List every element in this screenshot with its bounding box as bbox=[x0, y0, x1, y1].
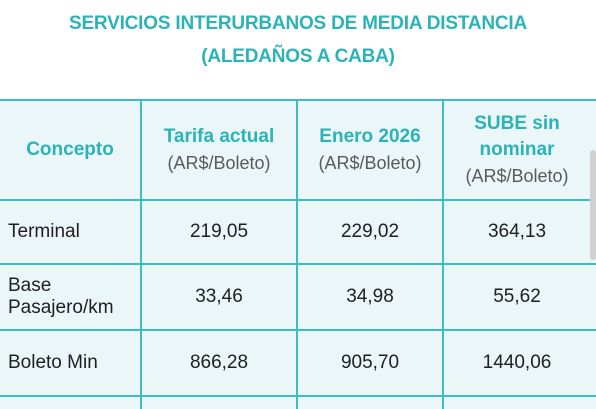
grid-line bbox=[140, 99, 142, 409]
table-cell-value: 866,28 bbox=[189, 352, 249, 373]
header-column-sube-sin-nominar: SUBE sin nominar (AR$/Boleto) bbox=[444, 101, 590, 199]
header-column-unit: (AR$/Boleto) bbox=[318, 153, 422, 173]
grid-line bbox=[0, 263, 596, 265]
header-column-enero-2026: Enero 2026 (AR$/Boleto) bbox=[298, 101, 442, 199]
header-column-title: Tarifa actual bbox=[163, 126, 275, 147]
table-cell-value: 219,05 bbox=[189, 221, 249, 242]
grid-line bbox=[0, 395, 596, 397]
header-concept-cell: Concepto bbox=[0, 101, 140, 199]
grid-line bbox=[296, 99, 298, 409]
row-concept-cell: Base Pasajero/km bbox=[8, 275, 114, 318]
table-cell-value: 1440,06 bbox=[482, 352, 552, 373]
row-concept-cell: Terminal bbox=[8, 221, 80, 242]
header-column-unit: (AR$/Boleto) bbox=[167, 153, 271, 173]
fares-table: Concepto Tarifa actual (AR$/Boleto) Ener… bbox=[0, 99, 596, 409]
grid-line bbox=[442, 99, 444, 409]
table-cell-value: 905,70 bbox=[340, 352, 400, 373]
table-cell-value: 33,46 bbox=[195, 286, 243, 307]
table-cell-value: 364,13 bbox=[487, 221, 547, 242]
table-subtitle: (ALEDAÑOS A CABA) bbox=[201, 46, 395, 67]
scrollbar[interactable] bbox=[590, 150, 596, 260]
header-column-title: SUBE sin nominar bbox=[474, 113, 560, 160]
header-concept-label: Concepto bbox=[26, 139, 114, 160]
grid-line bbox=[0, 329, 596, 331]
grid-line bbox=[0, 199, 596, 201]
row-concept-cell: Boleto Min bbox=[8, 352, 98, 373]
table-cell-value: 55,62 bbox=[493, 286, 541, 307]
table-title: SERVICIOS INTERURBANOS DE MEDIA DISTANCI… bbox=[68, 13, 528, 34]
header-column-title: Enero 2026 bbox=[319, 126, 421, 147]
table-cell-value: 34,98 bbox=[346, 286, 394, 307]
header-column-unit: (AR$/Boleto) bbox=[465, 166, 569, 186]
grid-line bbox=[0, 99, 596, 101]
table-cell-value: 229,02 bbox=[340, 221, 400, 242]
header-column-tarifa-actual: Tarifa actual (AR$/Boleto) bbox=[142, 101, 296, 199]
